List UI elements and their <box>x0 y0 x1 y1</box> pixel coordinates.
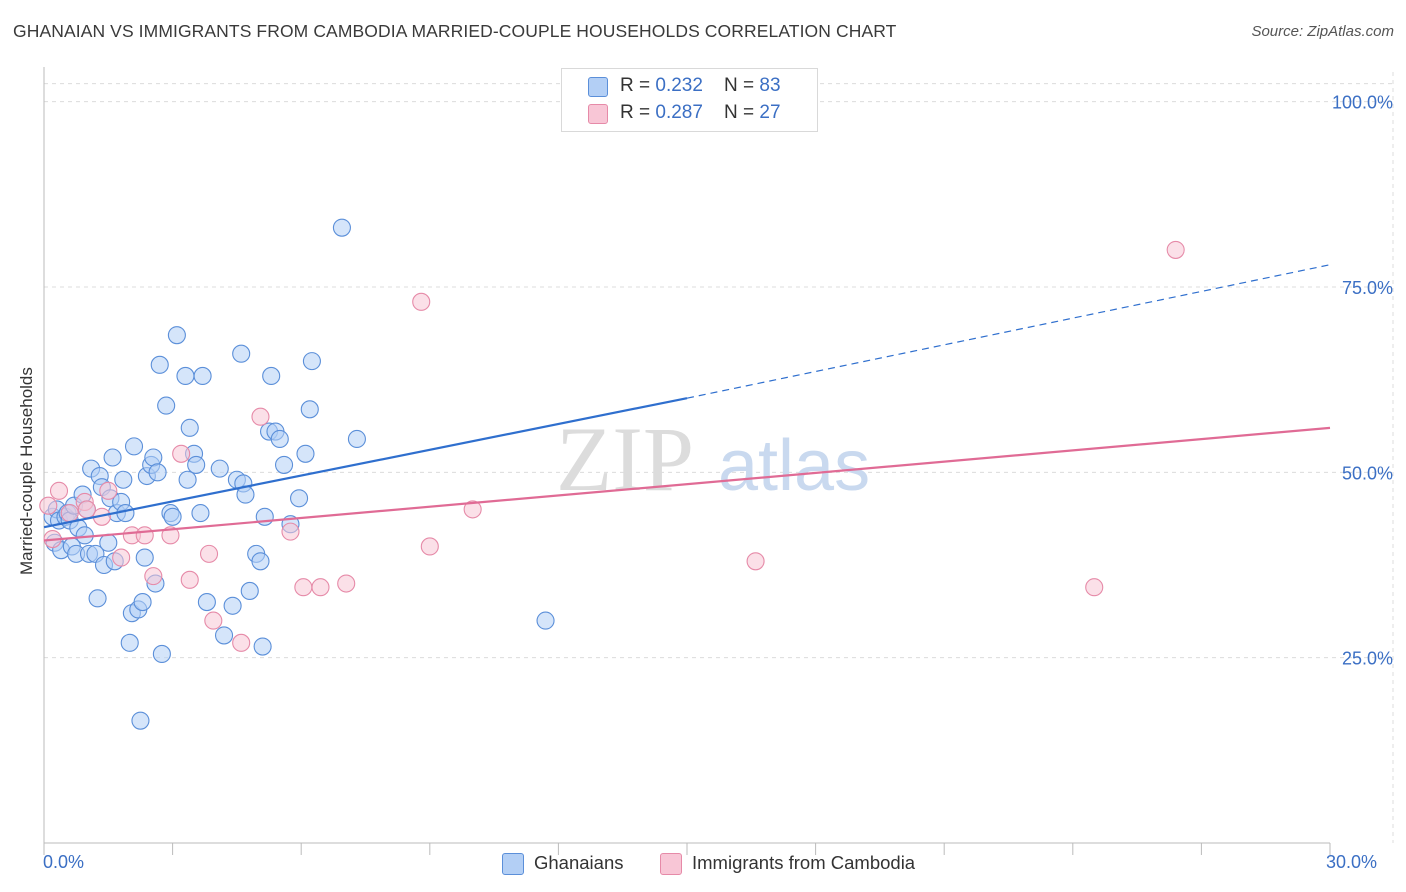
point-ghanaians-69 <box>262 366 281 386</box>
point-ghanaians-74 <box>290 489 309 508</box>
point-cambodia-18 <box>251 407 270 426</box>
point-ghanaians-66 <box>253 637 272 656</box>
point-cambodia-13 <box>172 444 191 463</box>
point-ghanaians-22 <box>99 533 118 552</box>
chart-title: GHANAIAN VS IMMIGRANTS FROM CAMBODIA MAR… <box>13 21 897 41</box>
point-ghanaians-55 <box>197 593 216 612</box>
bottom-legend-label-ghanaians: Ghanaians <box>534 852 624 873</box>
point-cambodia-11 <box>144 567 163 586</box>
point-ghanaians-72 <box>275 455 294 474</box>
point-cambodia-7 <box>99 481 118 500</box>
point-ghanaians-71 <box>270 429 289 449</box>
point-cambodia-21 <box>311 578 330 597</box>
legend-r-value-2: 0.287 <box>655 102 703 123</box>
point-cambodia-15 <box>199 544 219 563</box>
point-ghanaians-49 <box>178 470 197 489</box>
point-ghanaians-80 <box>536 611 555 630</box>
point-ghanaians-54 <box>193 366 212 386</box>
point-ghanaians-48 <box>176 366 195 386</box>
point-cambodia-28 <box>1166 240 1185 259</box>
legend-r-label-2: R = <box>620 102 656 123</box>
bottom-legend-swatch-blue <box>502 853 524 875</box>
point-cambodia-20 <box>294 578 313 597</box>
point-cambodia-0 <box>39 496 58 515</box>
point-ghanaians-60 <box>232 344 251 363</box>
point-ghanaians-46 <box>163 507 182 526</box>
point-ghanaians-43 <box>152 644 171 664</box>
point-ghanaians-63 <box>240 581 259 600</box>
legend-n-label-2: N = <box>724 102 760 123</box>
y-tick-label-2: 75.0% <box>1342 278 1393 298</box>
watermark: ZIP atlas <box>556 408 870 510</box>
point-cambodia-23 <box>412 292 431 311</box>
y-tick-label-0: 25.0% <box>1342 649 1393 669</box>
point-cambodia-3 <box>60 504 79 523</box>
legend-n-value-1: 83 <box>759 75 781 96</box>
legend-swatch-blue <box>588 77 608 97</box>
point-cambodia-22 <box>337 574 356 593</box>
point-ghanaians-47 <box>167 326 186 345</box>
point-ghanaians-56 <box>210 459 229 478</box>
y-tick-label-3: 100.0% <box>1332 93 1393 113</box>
point-ghanaians-77 <box>302 352 321 371</box>
trend-cambodia <box>43 426 1331 542</box>
point-ghanaians-79 <box>347 429 366 449</box>
point-cambodia-19 <box>281 522 300 541</box>
point-ghanaians-34 <box>131 711 150 730</box>
point-ghanaians-42 <box>150 355 169 374</box>
point-ghanaians-41 <box>148 463 167 482</box>
point-cambodia-12 <box>161 526 180 545</box>
point-cambodia-10 <box>135 526 154 545</box>
point-ghanaians-24 <box>103 448 122 467</box>
legend-r-label-1: R = <box>620 75 656 96</box>
point-cambodia-26 <box>746 552 765 571</box>
point-ghanaians-18 <box>88 589 107 608</box>
axes <box>43 67 1331 855</box>
y-axis-label: Married-couple Households <box>17 367 36 575</box>
bottom-legend-swatch-pink <box>660 853 682 875</box>
watermark-atlas: atlas <box>718 426 870 506</box>
point-ghanaians-28 <box>114 470 133 489</box>
legend-r-value-1: 0.232 <box>655 75 703 96</box>
source-label: Source: ZipAtlas.com <box>1251 23 1394 40</box>
point-ghanaians-32 <box>124 437 144 456</box>
y-tick-label-1: 50.0% <box>1342 463 1393 483</box>
point-ghanaians-57 <box>214 626 234 645</box>
point-cambodia-5 <box>77 500 96 519</box>
legend-n-label-1: N = <box>724 75 760 96</box>
point-ghanaians-78 <box>332 218 351 237</box>
x-tick-label-right: 30.0% <box>1326 852 1378 872</box>
trend-ghanaians-solid <box>43 397 688 529</box>
legend-swatch-pink <box>588 104 608 124</box>
series-ghanaians <box>43 218 555 730</box>
point-ghanaians-58 <box>223 596 242 615</box>
point-ghanaians-65 <box>251 552 270 571</box>
point-ghanaians-52 <box>187 455 206 474</box>
trend-ghanaians-dashed <box>686 264 1331 399</box>
x-tick-label-left: 0.0% <box>43 852 85 872</box>
point-ghanaians-76 <box>300 400 319 419</box>
point-cambodia-17 <box>232 633 251 652</box>
point-cambodia-8 <box>112 548 131 567</box>
point-cambodia-2 <box>49 481 69 500</box>
series-cambodia <box>39 240 1185 652</box>
point-ghanaians-53 <box>191 504 210 523</box>
point-ghanaians-36 <box>135 548 154 567</box>
point-ghanaians-44 <box>157 396 176 415</box>
point-cambodia-14 <box>180 570 199 589</box>
point-cambodia-24 <box>420 537 439 556</box>
point-cambodia-16 <box>204 611 223 630</box>
point-cambodia-25 <box>463 500 482 519</box>
point-ghanaians-30 <box>120 633 139 652</box>
point-ghanaians-50 <box>180 418 199 437</box>
point-ghanaians-75 <box>296 444 315 463</box>
legend-n-value-2: 27 <box>759 102 781 123</box>
point-cambodia-27 <box>1085 578 1104 597</box>
point-ghanaians-35 <box>133 593 152 612</box>
trend-lines <box>43 264 1331 542</box>
bottom-legend-label-cambodia: Immigrants from Cambodia <box>692 852 916 873</box>
stats-legend: R = 0.232 N = 83 R = 0.287 N = 27 <box>561 68 818 132</box>
y-tick-labels: 25.0% 50.0% 75.0% 100.0% <box>1332 93 1393 669</box>
